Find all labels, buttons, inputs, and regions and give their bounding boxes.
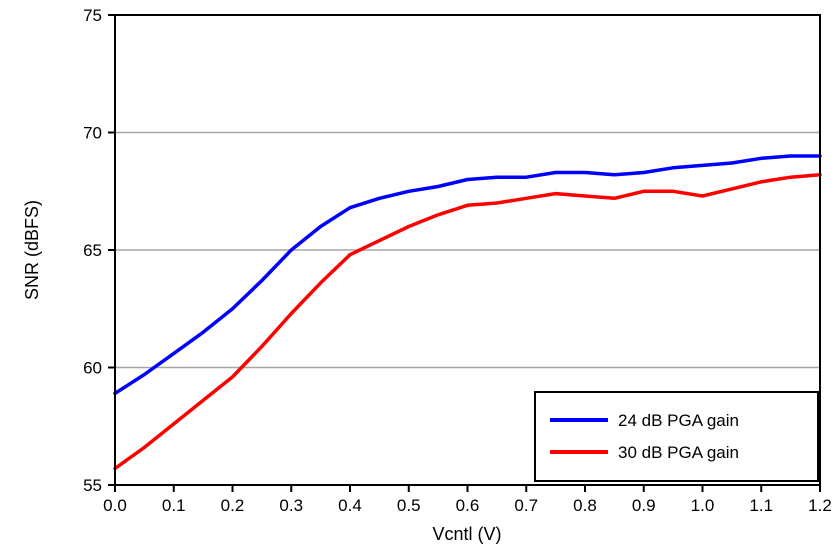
x-tick-label: 0.9 <box>632 496 656 515</box>
x-axis-title: Vcntl (V) <box>432 524 501 544</box>
y-tick-label: 70 <box>83 124 102 143</box>
x-tick-label: 0.4 <box>338 496 362 515</box>
series-line <box>113 173 822 471</box>
x-tick-label: 0.3 <box>279 496 303 515</box>
y-tick-label: 55 <box>83 476 102 495</box>
y-axis-title: SNR (dBFS) <box>22 200 42 300</box>
legend-label-30db: 30 dB PGA gain <box>618 443 739 462</box>
legend: 24 dB PGA gain 30 dB PGA gain <box>534 391 819 482</box>
tick-layer: 0.0 0.1 0.2 0.3 0.4 0.5 0.6 0.7 0.8 0.9 1.0 1.1 1.2 5… <box>83 6 832 515</box>
legend-label-24db: 24 dB PGA gain <box>618 411 739 430</box>
series-line <box>113 154 822 396</box>
y-tick-label: 65 <box>83 241 102 260</box>
x-tick-label: 0.0 <box>103 496 127 515</box>
x-tick-label: 1.1 <box>749 496 773 515</box>
x-tick-label: 1.0 <box>691 496 715 515</box>
x-tick-label: 1.2 <box>808 496 832 515</box>
legend-box <box>534 391 819 482</box>
x-tick-label: 0.5 <box>397 496 421 515</box>
x-tick-label: 0.8 <box>573 496 597 515</box>
y-tick-label: 75 <box>83 6 102 25</box>
series-layer <box>113 154 822 471</box>
x-tick-label: 0.6 <box>456 496 480 515</box>
y-tick-label: 60 <box>83 359 102 378</box>
x-tick-label: 0.1 <box>162 496 186 515</box>
x-tick-label: 0.7 <box>514 496 538 515</box>
x-tick-label: 0.2 <box>221 496 245 515</box>
grid-layer <box>115 131 820 369</box>
